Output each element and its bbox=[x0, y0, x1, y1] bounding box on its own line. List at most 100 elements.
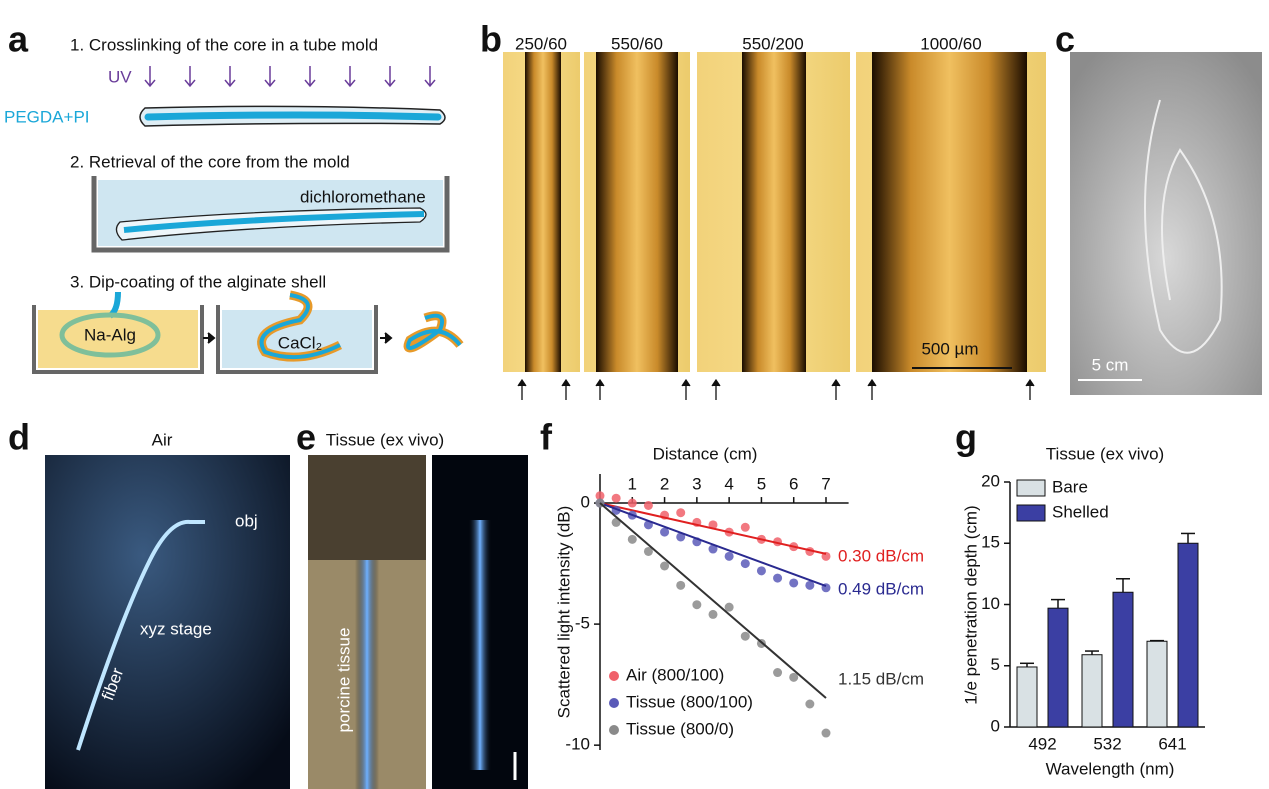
panel-label: c bbox=[1055, 19, 1075, 60]
panel-title: Air bbox=[152, 430, 173, 449]
annotation: 0.30 dB/cm bbox=[838, 546, 924, 565]
panel-label: e bbox=[296, 417, 316, 458]
y-tick-label: -5 bbox=[575, 614, 590, 633]
uv-arrows bbox=[144, 66, 436, 88]
data-point bbox=[821, 728, 831, 738]
y-tick-label: 0 bbox=[581, 493, 590, 512]
bar bbox=[1047, 607, 1069, 728]
glow bbox=[468, 520, 492, 770]
core-label: PEGDA+PI bbox=[4, 107, 90, 126]
fiber bbox=[1144, 99, 1223, 354]
legend-label: Tissue (800/100) bbox=[626, 692, 753, 711]
data-point bbox=[660, 561, 670, 571]
panel-c: 5 cm bbox=[1070, 52, 1262, 395]
micrograph-label: 550/200 bbox=[742, 34, 803, 53]
data-point bbox=[740, 559, 750, 569]
panel-label: a bbox=[8, 19, 29, 60]
legend-marker bbox=[609, 671, 619, 681]
data-point bbox=[643, 546, 653, 556]
fit-line bbox=[599, 502, 827, 588]
panel-b: 250/60 550/60 550/200 1000/60 500 µm bbox=[503, 34, 1046, 400]
solvent-label: dichloromethane bbox=[300, 187, 426, 206]
y-axis-title: Scattered light intensity (dB) bbox=[554, 506, 573, 719]
x-tick-label: 6 bbox=[789, 475, 798, 494]
x-tick-label: 532 bbox=[1093, 734, 1121, 753]
panel-label: g bbox=[955, 417, 977, 458]
data-point bbox=[773, 668, 783, 678]
photo-label: porcine tissue bbox=[334, 628, 353, 733]
panel-a: 1. Crosslinking of the core in a tube mo… bbox=[4, 35, 464, 374]
data-point bbox=[692, 600, 702, 610]
x-tick-label: 4 bbox=[724, 475, 733, 494]
core bbox=[108, 291, 121, 319]
x-axis-title: Distance (cm) bbox=[653, 444, 758, 463]
micrograph-label: 550/60 bbox=[611, 34, 663, 53]
micrograph-label: 250/60 bbox=[515, 34, 567, 53]
data-point bbox=[756, 566, 766, 576]
bar bbox=[1177, 542, 1199, 728]
core bbox=[406, 313, 462, 350]
step-text: 3. Dip-coating of the alginate shell bbox=[70, 272, 326, 291]
panel-title: Tissue (ex vivo) bbox=[326, 430, 444, 449]
bath-wall bbox=[32, 305, 204, 374]
photo-label: obj bbox=[235, 511, 258, 530]
bath-wall bbox=[216, 305, 378, 374]
data-point bbox=[740, 522, 750, 532]
y-tick-label: 0 bbox=[991, 716, 1000, 735]
step-text: 2. Retrieval of the core from the mold bbox=[70, 152, 350, 171]
annotation: 1.15 dB/cm bbox=[838, 669, 924, 688]
y-tick-label: 5 bbox=[991, 655, 1000, 674]
micrograph-core bbox=[872, 52, 1027, 372]
legend-swatch bbox=[1016, 479, 1046, 497]
panel-d: Air obj xyz stage fiber bbox=[45, 430, 290, 789]
legend-label: Bare bbox=[1052, 477, 1088, 496]
data-point bbox=[611, 493, 621, 503]
data-point bbox=[789, 672, 799, 682]
y-axis-title: 1/e penetration depth (cm) bbox=[961, 505, 980, 704]
core bbox=[123, 211, 425, 233]
legend-marker bbox=[609, 698, 619, 708]
data-point bbox=[676, 508, 686, 518]
x-tick-label: 2 bbox=[660, 475, 669, 494]
legend-label: Air (800/100) bbox=[626, 665, 724, 684]
core bbox=[144, 111, 442, 121]
data-point bbox=[676, 580, 686, 590]
bar bbox=[1081, 654, 1103, 728]
y-tick-label: -10 bbox=[565, 735, 590, 754]
bath-wall bbox=[91, 176, 450, 253]
annotation: 0.49 dB/cm bbox=[838, 579, 924, 598]
data-point bbox=[595, 491, 605, 501]
y-tick-label: 15 bbox=[981, 533, 1000, 552]
data-point bbox=[627, 534, 637, 544]
panel-label: d bbox=[8, 417, 30, 458]
x-tick-label: 7 bbox=[821, 475, 830, 494]
arrow bbox=[380, 332, 393, 344]
data-point bbox=[805, 699, 815, 709]
x-tick-label: 5 bbox=[757, 475, 766, 494]
bath-label: Na-Alg bbox=[84, 325, 136, 344]
micrograph-core bbox=[742, 52, 806, 372]
bar bbox=[1112, 591, 1134, 728]
scale-bar-label: 500 µm bbox=[921, 339, 978, 358]
bath-label: CaCl₂ bbox=[278, 333, 322, 352]
data-point bbox=[708, 544, 718, 554]
data-point bbox=[643, 500, 653, 510]
legend-swatch bbox=[1016, 504, 1046, 522]
panel-e: Tissue (ex vivo) porcine tissue bbox=[308, 430, 528, 789]
legend-label: Tissue (800/0) bbox=[626, 719, 734, 738]
core bbox=[259, 293, 341, 360]
fiber-loop bbox=[59, 312, 161, 358]
x-tick-label: 1 bbox=[628, 475, 637, 494]
data-point bbox=[676, 532, 686, 542]
data-point bbox=[805, 580, 815, 590]
step-text: 1. Crosslinking of the core in a tube mo… bbox=[70, 35, 378, 54]
y-tick-label: 10 bbox=[981, 594, 1000, 613]
micrograph-core bbox=[525, 52, 561, 372]
legend-marker bbox=[609, 725, 619, 735]
data-point bbox=[740, 631, 750, 641]
photo-label: xyz stage bbox=[140, 619, 212, 638]
data-point bbox=[724, 551, 734, 561]
fiber bbox=[76, 519, 205, 751]
x-axis-title: Wavelength (nm) bbox=[1046, 759, 1175, 778]
fit-line bbox=[599, 502, 827, 699]
